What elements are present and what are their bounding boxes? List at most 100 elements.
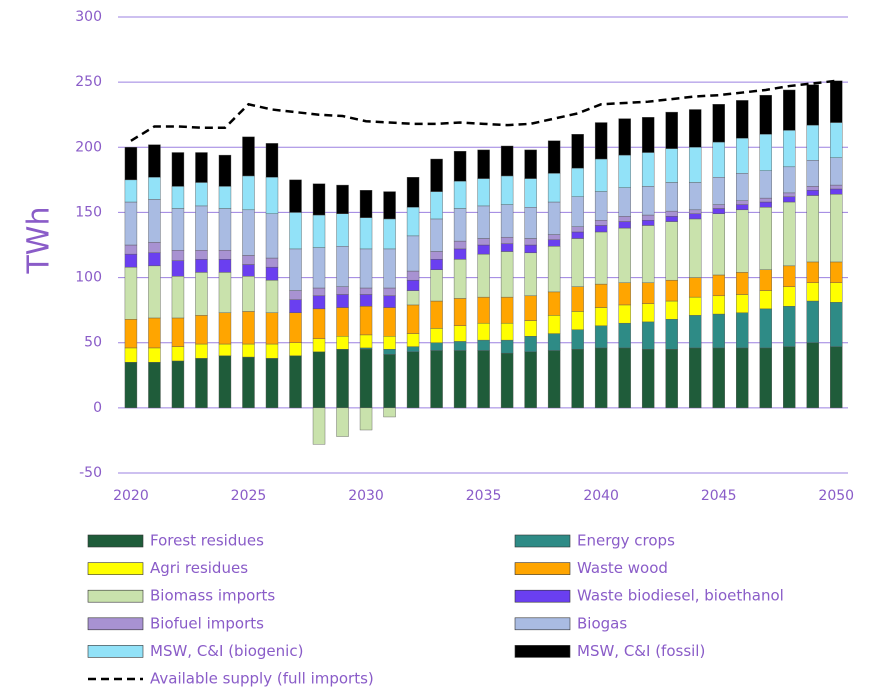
legend-label: Energy crops — [577, 532, 675, 550]
bar-segment — [218, 154, 232, 187]
bar-segment — [759, 290, 772, 310]
bar-segment — [641, 152, 655, 187]
bar-segment — [359, 217, 373, 250]
x-tick-label: 2025 — [231, 488, 267, 504]
bar-segment — [265, 312, 279, 345]
bar-segment — [124, 147, 138, 181]
bar-segment — [124, 201, 138, 246]
bar-segment — [712, 177, 725, 205]
bar-segment — [665, 148, 678, 183]
bar-segment — [312, 338, 326, 353]
bar-segment — [336, 184, 349, 214]
bar-segment — [383, 191, 396, 220]
bar-segment — [430, 300, 443, 329]
bar-segment — [359, 334, 373, 349]
bar-segment — [148, 144, 161, 178]
bar-segment — [759, 347, 772, 409]
bar-segment — [524, 320, 537, 337]
bar-segment — [759, 94, 772, 135]
bar-segment — [641, 303, 655, 323]
bar-segment — [783, 130, 796, 168]
bar-segment — [783, 286, 796, 307]
bar-segment — [783, 166, 796, 194]
y-tick-label: 100 — [75, 270, 102, 286]
bar-segment — [171, 317, 185, 347]
x-tick-label: 2045 — [701, 488, 737, 504]
bar-segment — [688, 218, 702, 278]
bar-segment — [571, 349, 584, 409]
bar-segment — [571, 226, 584, 233]
bar-segment — [712, 274, 725, 297]
bar-segment — [218, 259, 232, 273]
bar-segment — [453, 180, 467, 209]
bar-segment — [148, 347, 161, 363]
bar-segment — [594, 225, 608, 233]
bar-segment — [359, 287, 373, 295]
bar-segment — [195, 205, 208, 251]
bar-segment — [124, 179, 138, 203]
bar-segment — [524, 295, 537, 321]
bar-segment — [571, 329, 584, 350]
bar-segment — [524, 351, 537, 409]
bar-segment — [547, 291, 561, 316]
bar-segment — [289, 342, 302, 356]
bar-segment — [218, 312, 232, 345]
bar-segment — [759, 197, 772, 203]
bar-segment — [265, 358, 279, 409]
bar-segment — [665, 300, 678, 320]
y-tick-label: 50 — [84, 335, 102, 351]
bar-segment — [571, 238, 584, 287]
bar-segment — [618, 118, 631, 156]
x-tick-label: 2030 — [348, 488, 384, 504]
bar-segment — [383, 287, 396, 297]
bar-segment — [477, 339, 490, 351]
bar-segment — [547, 246, 561, 293]
bar-segment — [594, 158, 608, 192]
bar-segment — [736, 347, 749, 409]
bar-segment — [500, 251, 514, 298]
bar-segment — [453, 150, 467, 182]
bar-segment — [688, 182, 702, 211]
bar-segment — [406, 177, 420, 208]
y-tick-label: 200 — [75, 139, 102, 155]
bar-segment — [618, 322, 631, 349]
bar-segment — [148, 317, 161, 349]
bar-segment — [736, 294, 749, 313]
bar-segment — [477, 238, 490, 246]
bar-segment — [736, 204, 749, 211]
bar-segment — [665, 279, 678, 302]
bar-segment — [336, 349, 349, 409]
bar-segment — [383, 407, 396, 418]
y-tick-label: 250 — [75, 74, 102, 90]
bar-segment — [312, 214, 326, 248]
y-axis-label: TWh — [22, 206, 57, 274]
bar-segment — [783, 201, 796, 267]
bar-segment — [171, 346, 185, 362]
bar-segment — [806, 186, 819, 191]
bar-segment — [641, 282, 655, 304]
bar-segment — [195, 272, 208, 316]
bar-segment — [124, 244, 138, 255]
bar-segment — [242, 311, 255, 345]
bar-segment — [759, 170, 772, 199]
bar-segment — [524, 244, 537, 254]
bar-segment — [500, 322, 514, 341]
bar-segment — [406, 290, 420, 306]
bar-segment — [547, 201, 561, 235]
bar-segment — [500, 175, 514, 205]
bar-segment — [594, 283, 608, 308]
bar-segment — [547, 315, 561, 334]
bar-segment — [242, 175, 255, 211]
bar-segment — [124, 319, 138, 349]
bar-segment — [571, 231, 584, 239]
bar-segment — [195, 343, 208, 359]
bar-segment — [453, 240, 467, 250]
bar-segment — [547, 234, 561, 240]
bar-segment — [289, 312, 302, 343]
bar-segment — [336, 213, 349, 247]
legend-label: Forest residues — [150, 532, 264, 550]
bar-segment — [171, 360, 185, 409]
y-tick-label: -50 — [79, 465, 102, 481]
bar-segment — [312, 247, 326, 289]
